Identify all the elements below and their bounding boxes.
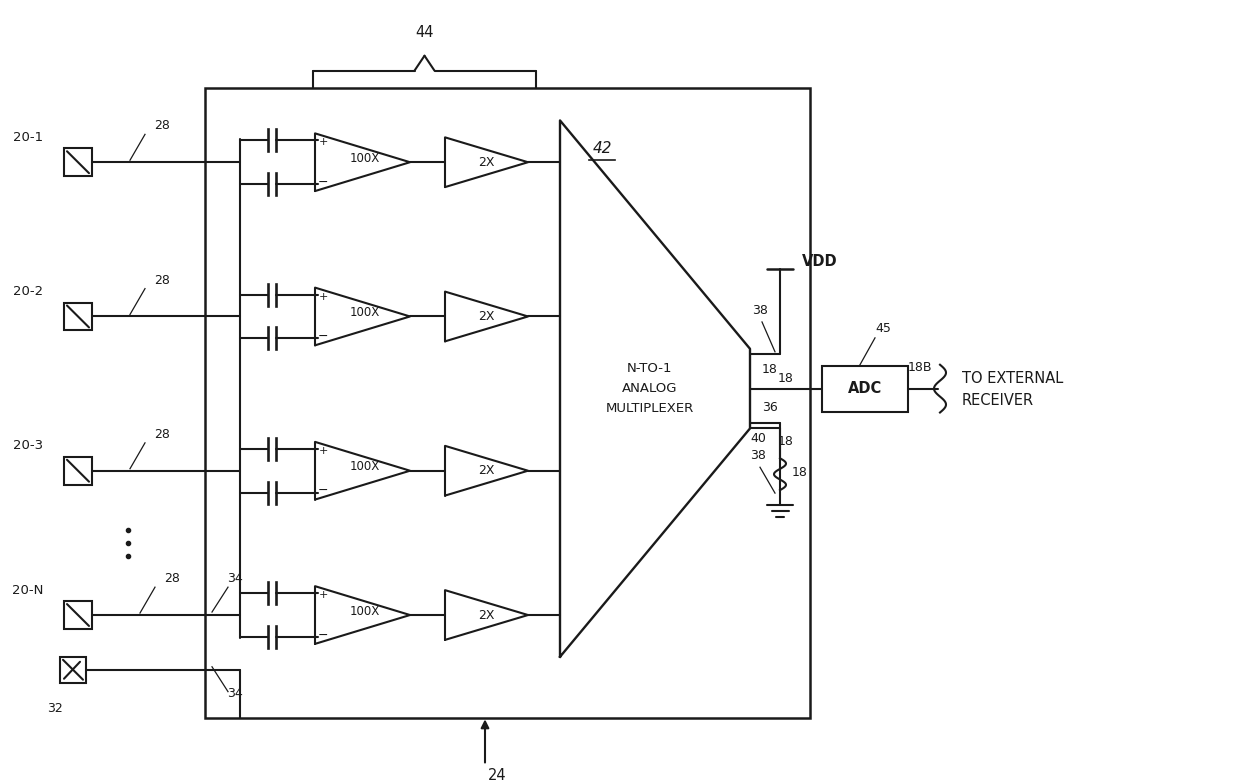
Text: MULTIPLEXER: MULTIPLEXER [606, 402, 694, 415]
Text: 42: 42 [593, 141, 611, 156]
Text: 18: 18 [777, 372, 794, 384]
Text: 20-N: 20-N [12, 583, 43, 597]
Text: 44: 44 [415, 25, 434, 40]
Text: 18: 18 [777, 435, 794, 449]
Text: −: − [317, 175, 329, 189]
Bar [822, 366, 908, 412]
Text: 28: 28 [154, 119, 170, 132]
Text: 100X: 100X [350, 306, 379, 319]
Bar [64, 456, 92, 485]
Text: +: + [319, 590, 327, 600]
Text: 38: 38 [753, 304, 768, 317]
Text: +: + [319, 446, 327, 456]
Text: 24: 24 [487, 768, 506, 783]
Text: 34: 34 [227, 572, 243, 585]
Polygon shape [560, 121, 750, 657]
Text: 100X: 100X [350, 460, 379, 473]
Polygon shape [445, 137, 528, 187]
Text: 34: 34 [227, 687, 243, 700]
Text: ANALOG: ANALOG [622, 382, 678, 395]
Text: −: − [317, 629, 329, 641]
Text: 2X: 2X [479, 156, 495, 168]
Text: 45: 45 [875, 322, 890, 335]
Text: 2X: 2X [479, 464, 495, 477]
Text: VDD: VDD [802, 254, 838, 269]
Text: 28: 28 [154, 428, 170, 441]
Text: 40: 40 [750, 432, 766, 446]
Text: 28: 28 [164, 572, 180, 585]
Text: 2X: 2X [479, 608, 495, 622]
Bar [64, 601, 92, 629]
Polygon shape [445, 291, 528, 341]
Text: N-TO-1: N-TO-1 [627, 363, 673, 375]
Bar [64, 302, 92, 330]
Text: 38: 38 [750, 449, 766, 462]
Text: 18: 18 [763, 363, 777, 376]
Bar [60, 657, 86, 683]
Text: TO EXTERNAL: TO EXTERNAL [962, 371, 1063, 386]
Polygon shape [315, 287, 410, 345]
Polygon shape [315, 586, 410, 644]
Text: 100X: 100X [350, 604, 379, 618]
Text: −: − [317, 484, 329, 497]
Text: 100X: 100X [350, 152, 379, 164]
Text: 18B: 18B [908, 361, 932, 373]
Text: ADC: ADC [848, 381, 882, 396]
Text: 2X: 2X [479, 310, 495, 323]
Text: 20-3: 20-3 [12, 439, 43, 453]
Text: −: − [317, 330, 329, 343]
Text: 18: 18 [792, 466, 808, 479]
Text: +: + [319, 291, 327, 301]
Text: 36: 36 [763, 401, 777, 413]
Polygon shape [445, 590, 528, 640]
Text: 20-1: 20-1 [12, 131, 43, 144]
Bar [64, 148, 92, 176]
Polygon shape [315, 133, 410, 191]
Polygon shape [445, 446, 528, 496]
Bar [205, 88, 810, 717]
Text: 20-2: 20-2 [12, 285, 43, 298]
Text: +: + [319, 137, 327, 147]
Text: RECEIVER: RECEIVER [962, 393, 1034, 408]
Text: 28: 28 [154, 273, 170, 287]
Polygon shape [315, 442, 410, 500]
Text: 32: 32 [47, 702, 63, 715]
